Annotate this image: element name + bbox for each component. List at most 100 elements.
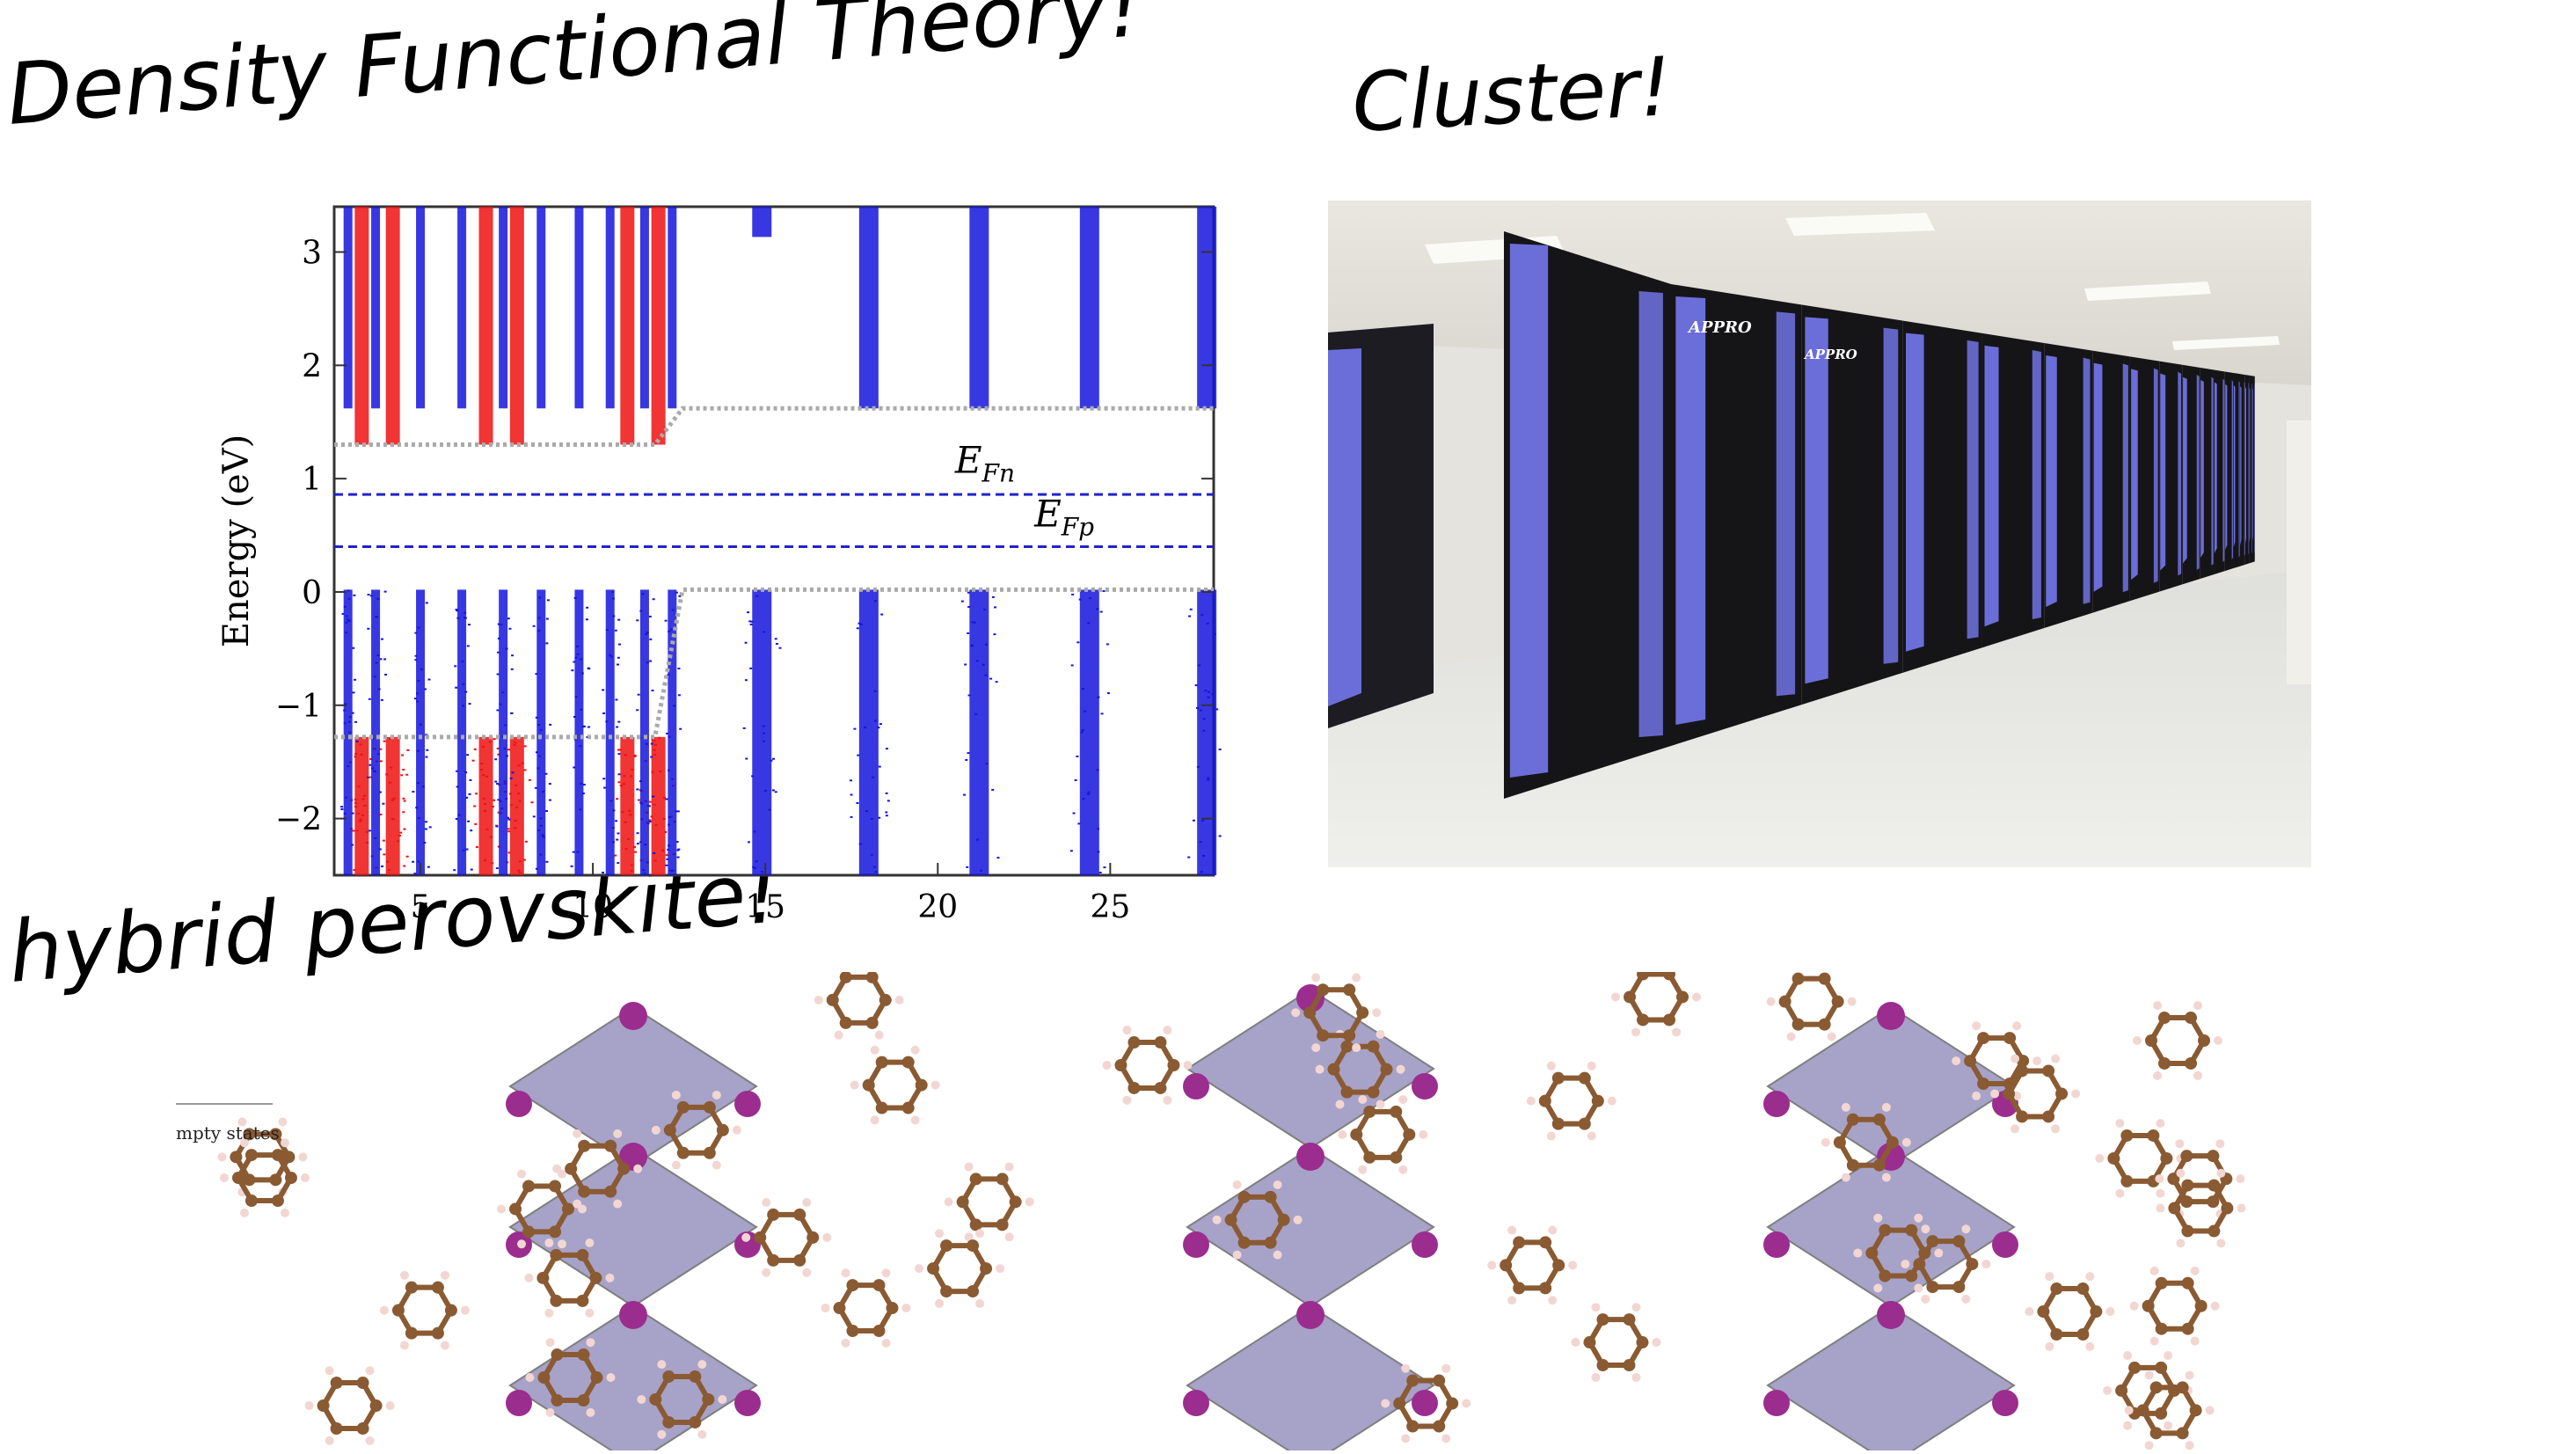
iodine-atom [1992, 1231, 2018, 1258]
brand-label-2: APPRO [1803, 347, 1857, 362]
rack-front-panel [1906, 333, 1924, 652]
carbon-ring [305, 1366, 395, 1445]
rack-front-panel [2234, 385, 2236, 547]
carbon-ring [2025, 1272, 2114, 1351]
rack-front-panel [2183, 377, 2187, 564]
perovskite-structure: mpty states [176, 972, 2313, 1450]
rack-side-strip [1884, 328, 1899, 664]
rack-side-strip [2251, 383, 2252, 553]
carbon-ring [1571, 1303, 1660, 1382]
iodine-atom [1763, 1390, 1790, 1416]
rack-side-strip [2083, 358, 2091, 604]
y-tick-label: 3 [302, 236, 322, 272]
iodine-atom [506, 1390, 532, 1416]
carbon-ring [1767, 972, 1857, 1041]
iodine-atom [1763, 1091, 1790, 1117]
rack-front-panel [2160, 374, 2165, 571]
iodine-atom [506, 1091, 532, 1117]
octahedron [1768, 1148, 2014, 1306]
carbon-ring [2133, 1001, 2222, 1080]
iodine-atom [1877, 1301, 1905, 1329]
cluster-caption: Cluster! [1350, 47, 1674, 144]
carbon-ring [1102, 1026, 1192, 1105]
rack-front-panel [2200, 380, 2204, 558]
rack-front-panel [2240, 386, 2241, 545]
iodine-atom [734, 1390, 761, 1416]
carbon-ring [2095, 1119, 2185, 1198]
iodine-atom [1992, 1390, 2018, 1416]
iodine-atom [1183, 1390, 1209, 1416]
iodine-atom [1877, 1002, 1905, 1030]
rack-front-panel [2046, 355, 2057, 607]
iodine-atom [1412, 1073, 1438, 1100]
rack-front-panel [2250, 388, 2251, 543]
rack-side-strip [2232, 380, 2233, 559]
rack-side-strip [2178, 372, 2181, 576]
rack-side-strip [1967, 340, 1979, 639]
rack-front-panel [2245, 387, 2246, 544]
carbon-ring [741, 1198, 831, 1277]
rack-front-panel [2215, 382, 2217, 553]
rack-side-strip [2244, 382, 2245, 556]
rack-side-strip [1639, 291, 1663, 737]
rack-side-strip [2239, 381, 2240, 558]
rack-side-strip [2197, 375, 2200, 570]
rack-front-panel [1984, 346, 1998, 626]
rack-left-panel [1328, 348, 1361, 706]
y-tick-label: −1 [275, 689, 322, 725]
carbon-ring [1611, 972, 1701, 1036]
x-tick-label: 5 [411, 889, 431, 925]
rack-side-strip [2123, 363, 2128, 592]
carbon-ring [915, 1229, 1004, 1308]
rack-side-strip [2154, 369, 2158, 583]
rack-side-strip [2249, 383, 2250, 555]
cluster-photo-svg: APPRO APPRO [1328, 201, 2311, 867]
x-tick-label: 15 [745, 889, 785, 925]
rack-side-strip [2222, 378, 2224, 562]
y-tick-label: 0 [302, 575, 322, 611]
carbon-ring [2130, 1267, 2220, 1346]
carbon-ring [380, 1271, 470, 1350]
iodine-atom [1296, 1301, 1324, 1329]
carbon-ring [850, 1046, 940, 1125]
iodine-atom [1412, 1231, 1438, 1258]
octahedron [510, 1007, 756, 1165]
rack-front-panel [2094, 363, 2103, 592]
y-tick-label: −2 [275, 802, 322, 838]
x-tick-label: 25 [1090, 889, 1130, 925]
iodine-atom [1183, 1231, 1209, 1258]
y-tick-label: 2 [302, 348, 322, 384]
carbon-ring [814, 972, 904, 1040]
y-axis-label: Energy (eV) [216, 435, 257, 647]
rack-side-strip [2032, 350, 2041, 619]
x-tick-label: 20 [917, 889, 958, 925]
rack-front-panel [2225, 384, 2227, 550]
y-tick-label: 1 [302, 462, 322, 498]
iodine-atom [1296, 1143, 1324, 1171]
octahedron [1187, 1148, 1434, 1306]
cluster-photo: APPRO APPRO [1328, 201, 2311, 867]
carbon-ring [1990, 1055, 2080, 1134]
perovskite-structure-svg: mpty states [176, 972, 2313, 1450]
dft-caption: Density Functional Theory! [4, 0, 1144, 137]
iodine-atom [734, 1091, 761, 1117]
rack-front-panel [2131, 369, 2138, 580]
rack-side-strip [1777, 311, 1795, 696]
brand-label-1: APPRO [1687, 318, 1752, 337]
iodine-atom [1412, 1390, 1438, 1416]
rack-side-strip [2211, 376, 2213, 566]
carbon-ring [821, 1268, 910, 1348]
rack-front-panel [1510, 244, 1548, 778]
iodine-atom [1183, 1073, 1209, 1100]
legend-fragment-text: mpty states [176, 1122, 280, 1143]
rack-front-panel [1805, 317, 1828, 683]
x-tick-label: 10 [573, 889, 613, 925]
carbon-ring [1487, 1226, 1577, 1305]
rack-front-panel [1675, 296, 1705, 725]
carbon-ring [945, 1163, 1034, 1242]
far-door [2287, 420, 2311, 684]
iodine-atom [619, 1002, 647, 1030]
iodine-atom [1763, 1231, 1790, 1258]
